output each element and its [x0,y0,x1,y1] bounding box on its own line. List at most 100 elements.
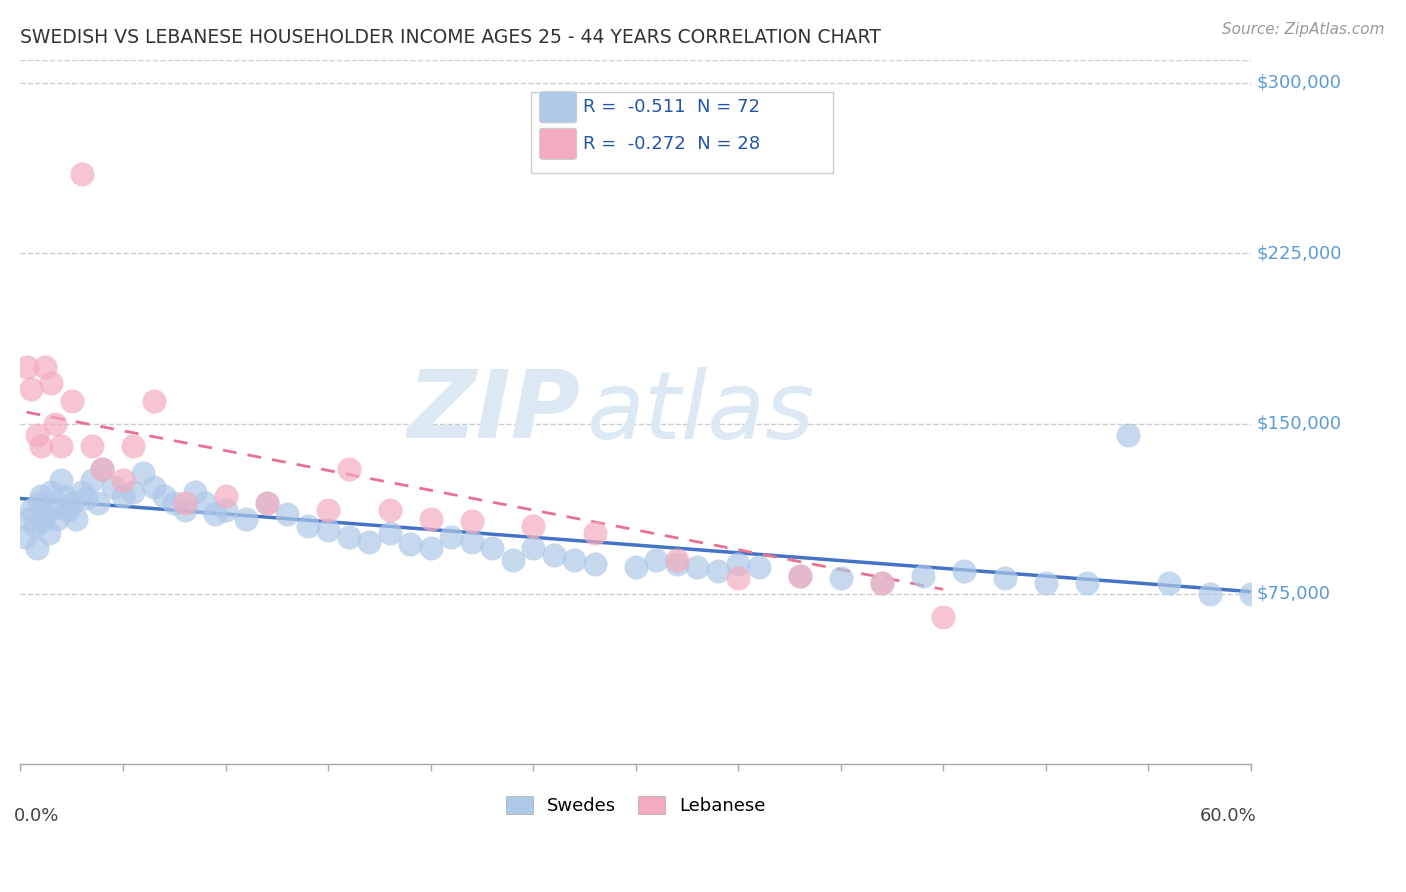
Point [481,541,503,556]
Point [1035,575,1057,590]
Point [44,417,66,431]
Point [256,496,278,510]
Point [378,525,401,540]
Point [91,462,114,476]
Point [91,462,114,476]
Text: SWEDISH VS LEBANESE HOUSEHOLDER INCOME AGES 25 - 44 YEARS CORRELATION CHART: SWEDISH VS LEBANESE HOUSEHOLDER INCOME A… [21,29,882,47]
Point [789,568,811,582]
Point [111,473,134,487]
Point [44,500,66,515]
Point [1240,587,1263,601]
Text: 0.0%: 0.0% [14,806,59,824]
Point [52,489,75,503]
Point [440,530,463,544]
Point [686,559,709,574]
Point [87,496,110,510]
Point [789,568,811,582]
FancyBboxPatch shape [540,128,576,160]
Point [419,541,441,556]
Point [70,484,93,499]
Point [39,376,62,390]
Point [153,489,176,503]
Point [51,473,73,487]
Point [111,489,134,503]
Point [316,503,339,517]
Point [994,571,1017,585]
Point [522,518,544,533]
Point [173,503,195,517]
Point [142,480,165,494]
Point [1116,428,1139,442]
Point [17,512,39,526]
Point [60,393,83,408]
Point [357,534,380,549]
Point [337,530,360,544]
Point [204,508,226,522]
FancyBboxPatch shape [540,92,576,123]
Point [28,496,51,510]
Point [256,496,278,510]
Point [24,518,46,533]
Point [82,439,104,453]
Point [32,514,55,528]
Point [399,537,422,551]
Point [34,508,56,522]
Point [502,553,524,567]
Point [25,428,48,442]
Point [665,553,688,567]
Text: atlas: atlas [586,367,814,458]
Point [70,167,93,181]
Point [39,484,62,499]
Point [15,359,38,374]
Text: Source: ZipAtlas.com: Source: ZipAtlas.com [1222,22,1385,37]
Point [214,503,236,517]
Point [583,558,606,572]
Point [727,558,749,572]
Point [911,568,934,582]
Text: $225,000: $225,000 [1257,244,1343,262]
Point [25,541,48,556]
Point [952,564,974,578]
Point [297,518,319,533]
Point [142,393,165,408]
Point [56,503,79,517]
Point [1076,575,1098,590]
Text: R =  -0.272  N = 28: R = -0.272 N = 28 [582,135,759,153]
Point [132,467,155,481]
Point [460,514,482,528]
Point [276,508,298,522]
Point [316,523,339,537]
Point [13,530,35,544]
Point [645,553,668,567]
Point [235,512,257,526]
Point [60,496,83,510]
Point [460,534,482,549]
Point [38,525,60,540]
Point [932,609,955,624]
Point [727,571,749,585]
Point [522,541,544,556]
Point [830,571,852,585]
Point [870,575,893,590]
Point [1198,587,1220,601]
Point [337,462,360,476]
Text: R =  -0.511  N = 72: R = -0.511 N = 72 [582,98,759,116]
Legend: Swedes, Lebanese: Swedes, Lebanese [498,789,773,822]
Point [748,559,770,574]
Point [173,496,195,510]
Point [101,480,124,494]
Point [34,359,56,374]
Text: $150,000: $150,000 [1257,415,1343,433]
FancyBboxPatch shape [531,92,832,173]
Point [870,575,893,590]
Point [122,484,145,499]
Point [20,383,42,397]
Point [214,489,236,503]
Point [419,512,441,526]
Point [194,496,217,510]
Point [51,439,73,453]
Point [624,559,647,574]
Point [46,512,69,526]
Point [378,503,401,517]
Point [30,489,52,503]
